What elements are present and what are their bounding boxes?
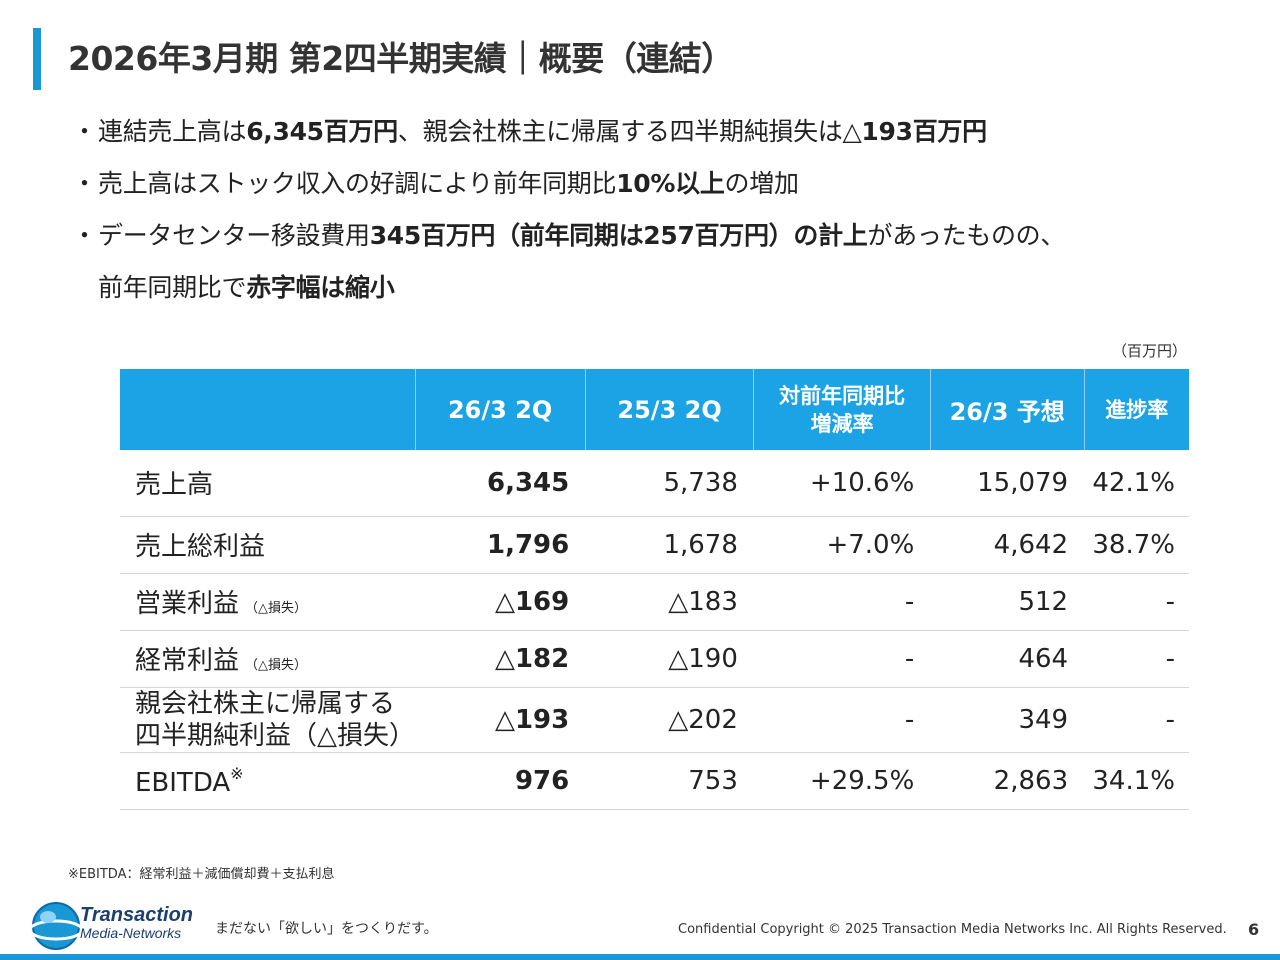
header-previous: 25/3 2Q — [584, 369, 754, 450]
cell-forecast: 464 — [930, 630, 1085, 688]
row-label: EBITDA※ — [120, 752, 415, 810]
table-row: EBITDA※ 976 753 +29.5% 2,863 34.1% — [120, 752, 1189, 810]
cell-previous: △202 — [585, 687, 754, 753]
cell-yoy: - — [753, 687, 931, 753]
bullet-dot: ・ — [72, 221, 97, 250]
cell-yoy: +7.0% — [753, 516, 931, 574]
cell-previous: △190 — [585, 630, 754, 688]
company-logo-icon — [30, 902, 82, 950]
ebitda-footnote: ※EBITDA：経常利益＋減価償却費＋支払利息 — [68, 867, 335, 882]
header-progress: 進捗率 — [1083, 369, 1189, 450]
cell-current: △169 — [415, 573, 586, 631]
header-blank — [120, 369, 415, 450]
cell-previous: △183 — [585, 573, 754, 631]
cell-previous: 5,738 — [585, 450, 754, 517]
cell-yoy: - — [753, 630, 931, 688]
unit-label: （百万円） — [1111, 342, 1187, 360]
cell-previous: 753 — [585, 752, 754, 810]
title-accent-bar — [33, 28, 41, 90]
bottom-accent-bar — [0, 954, 1280, 960]
copyright-text: Confidential Copyright © 2025 Transactio… — [678, 922, 1227, 937]
bullet-dot: ・ — [72, 117, 97, 146]
bullet-dot: ・ — [72, 169, 97, 198]
cell-progress: 42.1% — [1084, 450, 1189, 517]
brand-wordmark: Transaction Media-Networks — [80, 904, 193, 941]
row-label: 親会社株主に帰属する 四半期純利益（△損失） — [120, 687, 415, 753]
table-row: 経常利益 （△損失） △182 △190 - 464 - — [120, 630, 1189, 688]
table-row: 売上総利益 1,796 1,678 +7.0% 4,642 38.7% — [120, 516, 1189, 574]
cell-progress: - — [1084, 687, 1189, 753]
cell-yoy: +10.6% — [753, 450, 931, 517]
table-row: 売上高 6,345 5,738 +10.6% 15,079 42.1% — [120, 450, 1189, 517]
footnote-mark: ※ — [230, 763, 244, 783]
cell-forecast: 349 — [930, 687, 1085, 753]
header-current: 26/3 2Q — [414, 369, 586, 450]
cell-forecast: 2,863 — [930, 752, 1085, 810]
cell-yoy: +29.5% — [753, 752, 931, 810]
cell-yoy: - — [753, 573, 931, 631]
cell-progress: 38.7% — [1084, 516, 1189, 574]
brand-tagline: まだない「欲しい」をつくりだす。 — [215, 921, 438, 937]
header-forecast: 26/3 予想 — [929, 369, 1085, 450]
bullet-1: ・連結売上高は6,345百万円、親会社株主に帰属する四半期純損失は△193百万円 — [72, 106, 1222, 158]
row-label: 売上高 — [120, 450, 415, 517]
cell-previous: 1,678 — [585, 516, 754, 574]
page-title: 2026年3月期 第2四半期実績｜概要（連結） — [68, 39, 734, 78]
cell-current: 6,345 — [415, 450, 586, 517]
cell-forecast: 15,079 — [930, 450, 1085, 517]
cell-forecast: 4,642 — [930, 516, 1085, 574]
cell-current: △193 — [415, 687, 586, 753]
row-label: 経常利益 （△損失） — [120, 630, 415, 688]
bullet-3: ・データセンター移設費用345百万円（前年同期は257百万円）の計上があったもの… — [72, 210, 1222, 314]
bullet-3-continuation: 前年同期比で赤字幅は縮小 — [98, 273, 395, 302]
summary-bullets: ・連結売上高は6,345百万円、親会社株主に帰属する四半期純損失は△193百万円… — [72, 106, 1222, 314]
cell-current: 976 — [415, 752, 586, 810]
results-table: 26/3 2Q 25/3 2Q 対前年同期比 増減率 26/3 予想 進捗率 売上… — [120, 369, 1189, 810]
table-row: 営業利益 （△損失） △169 △183 - 512 - — [120, 573, 1189, 631]
header-yoy: 対前年同期比 増減率 — [753, 369, 931, 450]
table-row: 親会社株主に帰属する 四半期純利益（△損失） △193 △202 - 349 - — [120, 687, 1189, 753]
row-note: （△損失） — [245, 601, 308, 616]
page-number: 6 — [1248, 920, 1260, 939]
row-label: 営業利益 （△損失） — [120, 573, 415, 631]
row-label: 売上総利益 — [120, 516, 415, 574]
cell-current: 1,796 — [415, 516, 586, 574]
cell-progress: 34.1% — [1084, 752, 1189, 810]
cell-forecast: 512 — [930, 573, 1085, 631]
table-header-row: 26/3 2Q 25/3 2Q 対前年同期比 増減率 26/3 予想 進捗率 — [120, 369, 1189, 450]
cell-progress: - — [1084, 573, 1189, 631]
cell-current: △182 — [415, 630, 586, 688]
row-note: （△損失） — [245, 658, 308, 673]
cell-progress: - — [1084, 630, 1189, 688]
bullet-2: ・売上高はストック収入の好調により前年同期比10%以上の増加 — [72, 158, 1222, 210]
